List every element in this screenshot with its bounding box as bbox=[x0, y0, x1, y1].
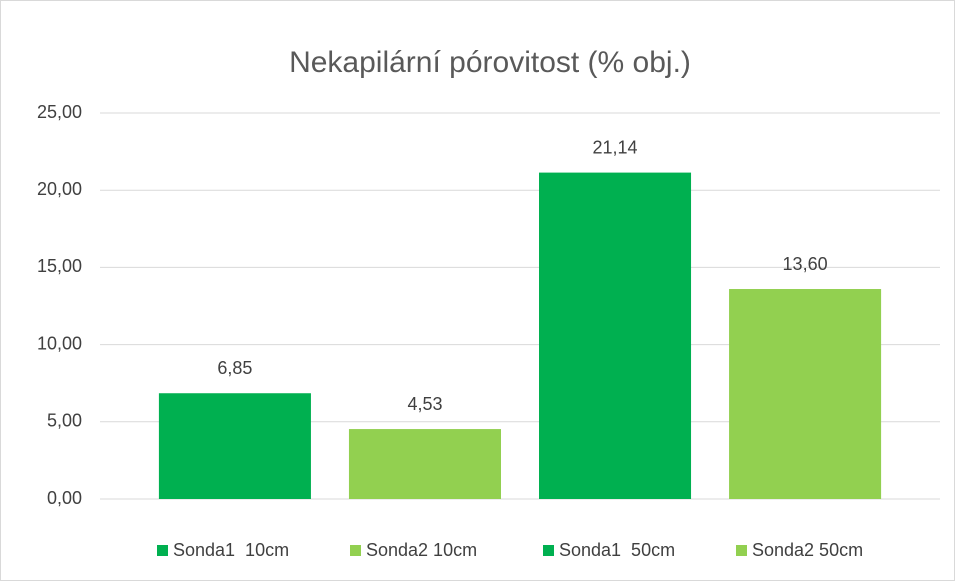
data-label: 4,53 bbox=[407, 394, 442, 414]
y-tick-label: 25,00 bbox=[37, 102, 82, 122]
legend-label: Sonda2 50cm bbox=[752, 540, 863, 560]
bar bbox=[729, 289, 882, 499]
chart-title: Nekapilární pórovitost (% obj.) bbox=[289, 46, 691, 79]
data-label: 6,85 bbox=[217, 358, 252, 378]
bar bbox=[539, 172, 692, 500]
legend-swatch bbox=[736, 545, 747, 556]
y-tick-label: 10,00 bbox=[37, 333, 82, 353]
bar bbox=[158, 393, 311, 499]
y-tick-label: 0,00 bbox=[47, 488, 82, 508]
y-tick-label: 5,00 bbox=[47, 411, 82, 431]
data-label: 13,60 bbox=[783, 254, 828, 274]
legend-label: Sonda1 50cm bbox=[559, 540, 675, 560]
data-label: 21,14 bbox=[593, 137, 638, 157]
legend-label: Sonda2 10cm bbox=[366, 540, 477, 560]
y-tick-label: 15,00 bbox=[37, 256, 82, 276]
legend-swatch bbox=[157, 545, 168, 556]
y-tick-label: 20,00 bbox=[37, 179, 82, 199]
legend-label: Sonda1 10cm bbox=[173, 540, 289, 560]
legend-swatch bbox=[350, 545, 361, 556]
legend-swatch bbox=[543, 545, 554, 556]
bar bbox=[348, 429, 501, 499]
